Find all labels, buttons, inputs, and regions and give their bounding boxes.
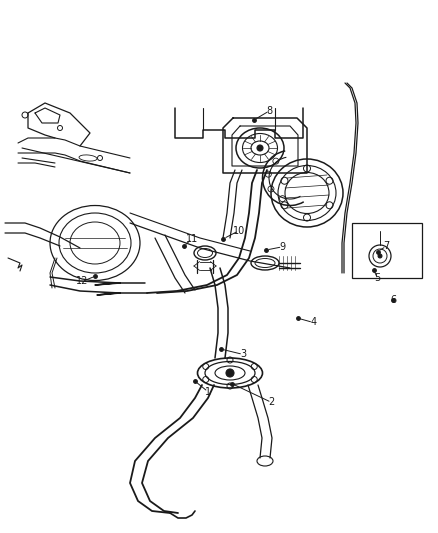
Text: 11: 11 [186,234,198,244]
Circle shape [257,145,263,151]
Text: 8: 8 [266,106,272,116]
Text: 1: 1 [205,387,211,397]
Text: 6: 6 [390,295,396,304]
Text: 5: 5 [374,273,381,283]
Text: 2: 2 [268,398,275,407]
Bar [352,223,422,278]
Circle shape [226,369,234,377]
Text: 3: 3 [240,350,246,359]
Circle shape [378,254,382,258]
Text: 10: 10 [233,226,245,236]
Text: 7: 7 [383,241,389,251]
Text: 12: 12 [76,277,88,286]
Text: 4: 4 [310,318,316,327]
Text: 9: 9 [279,242,286,252]
